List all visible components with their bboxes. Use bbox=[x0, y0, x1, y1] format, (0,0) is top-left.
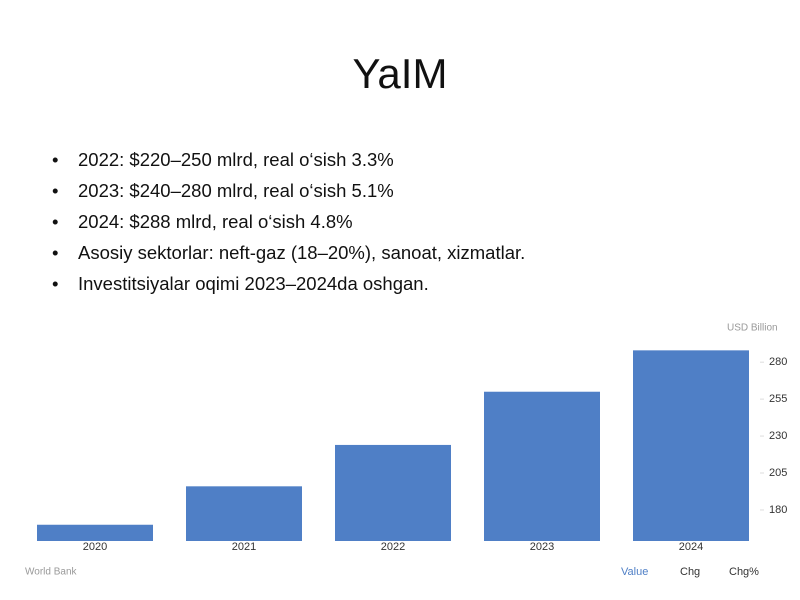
bullet: 2022: $220–250 mlrd, real o‘sish 3.3% bbox=[52, 146, 525, 177]
chart: USD Billion World Bank 180 205 230 255 280 20… bbox=[25, 323, 787, 578]
bar bbox=[37, 524, 153, 541]
tab[interactable]: Chg bbox=[680, 566, 700, 578]
bar bbox=[186, 486, 302, 541]
bullet: 2023: $240–280 mlrd, real o‘sish 5.1% bbox=[52, 177, 525, 208]
x-tick-label: 2022 bbox=[381, 541, 405, 553]
x-tick-label: 2021 bbox=[232, 541, 256, 553]
source: World Bank bbox=[25, 567, 78, 578]
y-tick-label: 205 bbox=[769, 467, 787, 479]
bar bbox=[633, 350, 749, 541]
bullet: Investitsiyalar oqimi 2023–2024da oshgan… bbox=[52, 270, 525, 301]
bullet-list: 2022: $220–250 mlrd, real o‘sish 3.3%202… bbox=[52, 146, 525, 301]
bullet: Asosiy sektorlar: neft-gaz (18–20%), san… bbox=[52, 239, 525, 270]
y-tick-label: 180 bbox=[769, 504, 787, 516]
slide-title: YaIM bbox=[352, 50, 448, 97]
y-tick-label: 280 bbox=[769, 356, 787, 368]
bullet: 2024: $288 mlrd, real o‘sish 4.8% bbox=[52, 208, 525, 239]
tab[interactable]: Chg% bbox=[729, 566, 759, 578]
bar bbox=[484, 391, 600, 541]
y-axis-label: USD Billion bbox=[727, 323, 778, 334]
x-tick-label: 2023 bbox=[530, 541, 554, 553]
y-tick-label: 255 bbox=[769, 393, 787, 405]
y-tick-label: 230 bbox=[769, 430, 787, 442]
tab[interactable]: Value bbox=[621, 566, 648, 578]
x-tick-label: 2024 bbox=[679, 541, 703, 553]
x-tick-label: 2020 bbox=[83, 541, 107, 553]
bar bbox=[335, 444, 451, 541]
